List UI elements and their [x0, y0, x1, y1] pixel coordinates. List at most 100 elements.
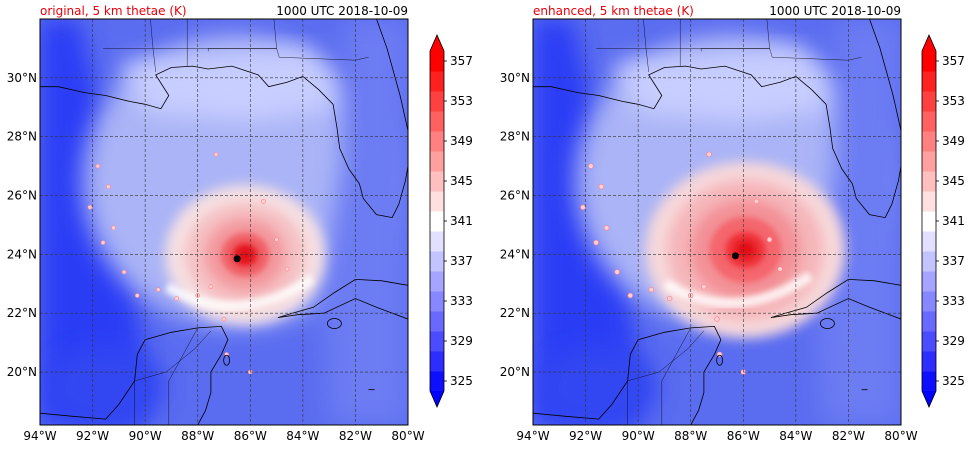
- colorbar-tick-label: 353: [450, 94, 473, 108]
- convective-cell: [87, 204, 93, 210]
- x-tick-label: 88°W: [674, 429, 707, 443]
- colorbar-segment: [430, 151, 444, 172]
- convective-cell: [706, 151, 712, 158]
- state-borders: [661, 327, 691, 425]
- convective-cell: [753, 198, 760, 205]
- convective-cell: [627, 292, 633, 299]
- x-tick-label: 94°W: [516, 429, 549, 443]
- y-tick-label: 20°N: [500, 365, 530, 379]
- y-tick-label: 22°N: [7, 306, 37, 320]
- florida-east-coast: [869, 19, 901, 167]
- colorbar-segment: [922, 51, 936, 72]
- convective-cell: [95, 163, 101, 169]
- convective-cell: [766, 236, 773, 243]
- warm-core-ring: [238, 248, 253, 261]
- convective-cell: [603, 225, 610, 231]
- convective-cell: [134, 293, 140, 298]
- state-borders: [134, 330, 212, 382]
- florida-east-coast: [376, 19, 408, 167]
- panel-title-right: 1000 UTC 2018-10-09: [276, 4, 408, 18]
- rain-band: [164, 274, 315, 311]
- colorbar-tick-label: 329: [450, 334, 473, 348]
- x-tick-label: 82°W: [832, 429, 865, 443]
- y-tick-label: 26°N: [7, 189, 37, 203]
- colorbar-segment: [922, 71, 936, 92]
- colorbar-extend-min: [922, 391, 936, 407]
- lat-lon-grid: [40, 19, 408, 425]
- convective-cell: [580, 204, 586, 210]
- colorbar-segment: [430, 111, 444, 132]
- colorbar-tick-label: 341: [942, 214, 965, 228]
- colorbar-segment: [922, 151, 936, 172]
- colorbar-tick-label: 341: [450, 214, 473, 228]
- x-tick-label: 86°W: [727, 429, 760, 443]
- storm-center-marker: [731, 252, 739, 260]
- state-borders: [207, 19, 277, 52]
- convective-cell: [588, 163, 594, 169]
- storm-center-dot: [233, 255, 241, 263]
- colorbar-segment: [430, 231, 444, 252]
- east-band: [814, 19, 901, 425]
- convective-cell: [274, 237, 279, 242]
- state-borders: [150, 19, 156, 73]
- lat-lon-grid: [533, 19, 901, 425]
- colorbar-segment: [430, 51, 444, 72]
- isla-juventud: [326, 318, 342, 329]
- colorbar: 325 329 333 337 341 345 349 353 357: [921, 34, 965, 408]
- colorbar-segment: [922, 231, 936, 252]
- x-tick-label: 84°W: [779, 429, 812, 443]
- y-tick-label: 28°N: [7, 130, 37, 144]
- colorbar-segment: [430, 291, 444, 312]
- convective-cell: [648, 286, 654, 293]
- y-tick-label: 20°N: [7, 365, 37, 379]
- y-tick-label: 26°N: [500, 189, 530, 203]
- colorbar-tick-label: 325: [450, 374, 473, 388]
- rain-band: [662, 271, 814, 309]
- x-tick-label: 90°W: [129, 429, 162, 443]
- colorbar-segment: [922, 251, 936, 272]
- y-tick-label: 30°N: [500, 71, 530, 85]
- convective-cell: [701, 284, 707, 290]
- y-tick-label: 28°N: [500, 130, 530, 144]
- cuba-coastline-south: [277, 298, 408, 320]
- colorbar-segment: [430, 91, 444, 112]
- convective-cell: [100, 240, 106, 245]
- map-frame: [532, 18, 902, 426]
- colorbar-segment: [922, 131, 936, 152]
- convective-cell: [174, 296, 179, 301]
- convective-cell: [714, 316, 720, 322]
- gulf-coastline: [533, 65, 901, 219]
- colorbar-segment: [430, 351, 444, 372]
- colorbar-segment: [430, 271, 444, 292]
- x-tick-label: 80°W: [884, 429, 917, 443]
- x-tick-label: 92°W: [76, 429, 109, 443]
- colorbar-segment: [922, 331, 936, 352]
- x-tick-label: 94°W: [23, 429, 56, 443]
- state-borders: [627, 330, 705, 382]
- state-borders: [701, 19, 770, 52]
- x-tick-label: 88°W: [181, 429, 214, 443]
- colorbar-segment: [922, 211, 936, 232]
- colorbar-segment: [922, 171, 936, 192]
- colorbar-extend-min: [430, 391, 444, 407]
- colorbar-segment: [430, 71, 444, 92]
- map-area: [40, 19, 408, 425]
- colorbar-segment: [430, 311, 444, 332]
- x-tick-label: 80°W: [391, 429, 424, 443]
- convective-cell: [213, 152, 219, 157]
- state-borders: [168, 327, 198, 425]
- colorbar-segment: [922, 111, 936, 132]
- cold-region-south: [539, 346, 658, 425]
- colorbar-tick-label: 345: [450, 174, 473, 188]
- y-tick-label: 24°N: [7, 247, 37, 261]
- convective-cell: [155, 287, 161, 292]
- colorbar-tick-label: 353: [942, 94, 965, 108]
- colorbar-segment: [922, 191, 936, 212]
- yucatan-coastline: [533, 325, 722, 425]
- state-borders: [643, 19, 649, 73]
- colorbar-outline: [921, 34, 937, 408]
- convective-cell: [261, 199, 266, 204]
- colorbar-segment: [430, 211, 444, 232]
- colorbar-segment: [430, 191, 444, 212]
